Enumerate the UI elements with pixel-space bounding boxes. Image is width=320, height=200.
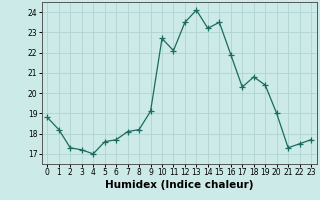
- X-axis label: Humidex (Indice chaleur): Humidex (Indice chaleur): [105, 180, 253, 190]
